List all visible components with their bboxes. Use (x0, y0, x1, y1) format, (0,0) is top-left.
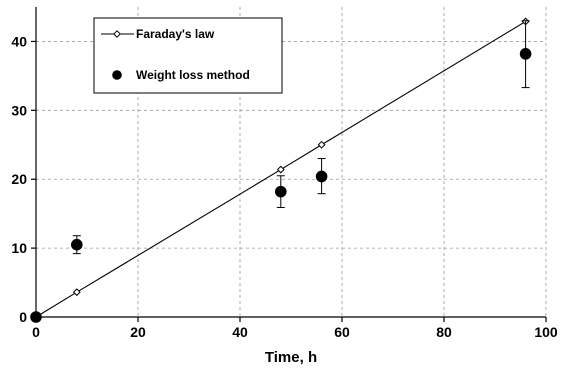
x-tick-label-0: 0 (32, 324, 40, 340)
weight-loss-point-2 (275, 185, 287, 198)
legend-box (93, 17, 283, 94)
legend: Faraday's law Weight loss method (93, 17, 283, 94)
tick-labels: 0 20 40 60 80 100 0 10 20 30 40 (11, 33, 557, 340)
y-tick-label-1: 10 (11, 240, 27, 256)
x-axis-title: Time, h (265, 349, 317, 366)
x-tick-label-5: 100 (534, 324, 558, 340)
legend-faradays-law-marker (113, 30, 121, 38)
y-tick-label-0: 0 (19, 309, 27, 325)
gridlines (36, 7, 547, 317)
weight-loss-point-3 (315, 170, 328, 183)
faradays-law-point-2 (276, 165, 285, 174)
x-tick-label-2: 40 (232, 324, 248, 340)
data-series (30, 17, 532, 323)
x-tick-label-3: 60 (334, 324, 350, 340)
x-tick-label-4: 80 (436, 324, 452, 340)
legend-label-faradays-law: Faraday's law (136, 27, 215, 41)
y-tick-label-4: 40 (11, 33, 27, 49)
axes (35, 7, 546, 318)
weight-loss-point-1 (71, 238, 83, 251)
weight-loss-point-0 (30, 311, 42, 323)
y-tick-label-2: 20 (11, 171, 27, 187)
series-weight-loss-method (30, 20, 532, 323)
y-tick-label-3: 30 (11, 102, 27, 118)
faradays-law-point-1 (72, 288, 81, 297)
x-tick-label-1: 20 (130, 324, 146, 340)
legend-weight-loss-marker (112, 70, 122, 80)
faradays-law-point-3 (317, 140, 326, 149)
weight-loss-point-4 (519, 48, 532, 60)
legend-label-weight-loss-method: Weight loss method (136, 68, 250, 82)
